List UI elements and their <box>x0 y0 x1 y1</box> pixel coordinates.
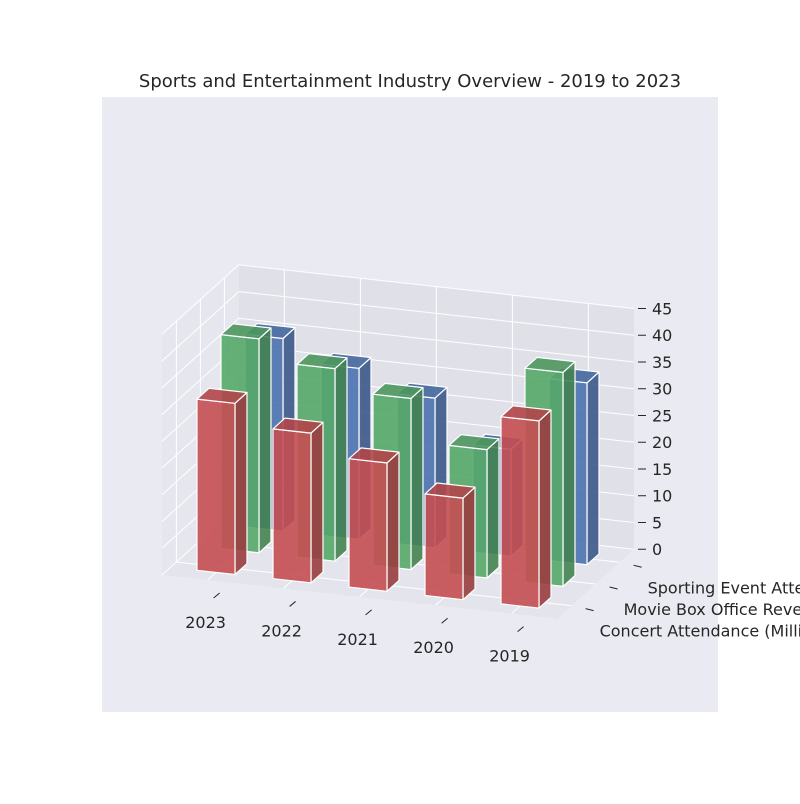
z-tick-label: 20 <box>652 433 672 452</box>
bar-top-face <box>524 356 576 373</box>
bar-concert-attendance-millions--2021 <box>348 447 400 592</box>
bar-side-face <box>334 357 348 562</box>
bar-side-face <box>258 327 272 554</box>
bar-side-face <box>234 391 248 576</box>
bar-top-face <box>424 482 476 499</box>
y-tick-label: Concert Attendance (Millions) <box>600 622 800 641</box>
bar-side-face <box>586 371 600 566</box>
z-tick-label: 10 <box>652 487 672 506</box>
x-tick-label: 2020 <box>413 638 454 657</box>
bars <box>196 322 600 609</box>
bar-top-face <box>348 447 400 464</box>
bar-front-face <box>196 398 236 576</box>
bar-top-face <box>196 387 248 404</box>
y-tick-label: Sporting Event Attendance <box>648 578 800 597</box>
z-tick-label: 25 <box>652 406 672 425</box>
z-tick-label: 35 <box>652 353 672 372</box>
x-axis: 2023 2022 2021 2020 2019 <box>185 592 530 666</box>
z-axis: 0 5 10 15 20 25 30 35 40 45 <box>638 299 672 559</box>
y-axis: Concert Attendance (Millions) Movie Box O… <box>585 564 800 641</box>
bar-side-face <box>486 438 500 579</box>
x-tick-label: 2019 <box>489 647 530 666</box>
y-tick-label: Movie Box Office Revenue <box>624 600 800 619</box>
x-tick-label: 2023 <box>185 613 226 632</box>
bar-top-face <box>272 417 324 434</box>
bar-side-face <box>462 486 476 601</box>
bar-side-face <box>410 387 424 571</box>
bar-top-face <box>296 353 348 370</box>
bar-top-face <box>500 405 552 422</box>
z-tick-label: 45 <box>652 299 672 318</box>
x-tick <box>517 626 524 633</box>
bar-side-face <box>310 421 324 584</box>
z-tick-label: 30 <box>652 380 672 399</box>
z-tick-label: 0 <box>652 540 662 559</box>
bar-top-face <box>372 382 424 399</box>
chart-title: Sports and Entertainment Industry Overvi… <box>139 71 681 92</box>
bar-side-face <box>562 361 576 588</box>
bar-concert-attendance-millions--2022 <box>272 417 324 584</box>
bar-side-face <box>538 409 552 609</box>
bar-concert-attendance-millions--2020 <box>424 482 476 601</box>
bar-front-face <box>272 428 312 584</box>
bar-front-face <box>424 493 464 601</box>
bar-side-face <box>386 451 400 592</box>
z-tick-label: 15 <box>652 460 672 479</box>
x-tick-label: 2022 <box>261 621 302 640</box>
bar-concert-attendance-millions--2019 <box>500 405 552 609</box>
y-tick <box>633 564 642 568</box>
y-tick <box>609 586 618 590</box>
x-tick <box>441 617 448 624</box>
grid-line-z <box>161 291 635 362</box>
bar-front-face <box>348 458 388 592</box>
z-tick-label: 40 <box>652 326 672 345</box>
grid-line-z <box>161 317 635 389</box>
bar-top-face <box>448 434 500 451</box>
x-tick <box>289 601 296 607</box>
bar-top-face <box>220 323 272 340</box>
z-tick-label: 5 <box>652 513 662 532</box>
bar-concert-attendance-millions--2023 <box>196 387 248 576</box>
y-tick <box>585 608 594 612</box>
x-tick <box>365 609 372 616</box>
x-tick <box>213 592 220 599</box>
bar-front-face <box>500 416 540 609</box>
x-tick-label: 2021 <box>337 630 378 649</box>
grid-line-z <box>161 264 635 335</box>
